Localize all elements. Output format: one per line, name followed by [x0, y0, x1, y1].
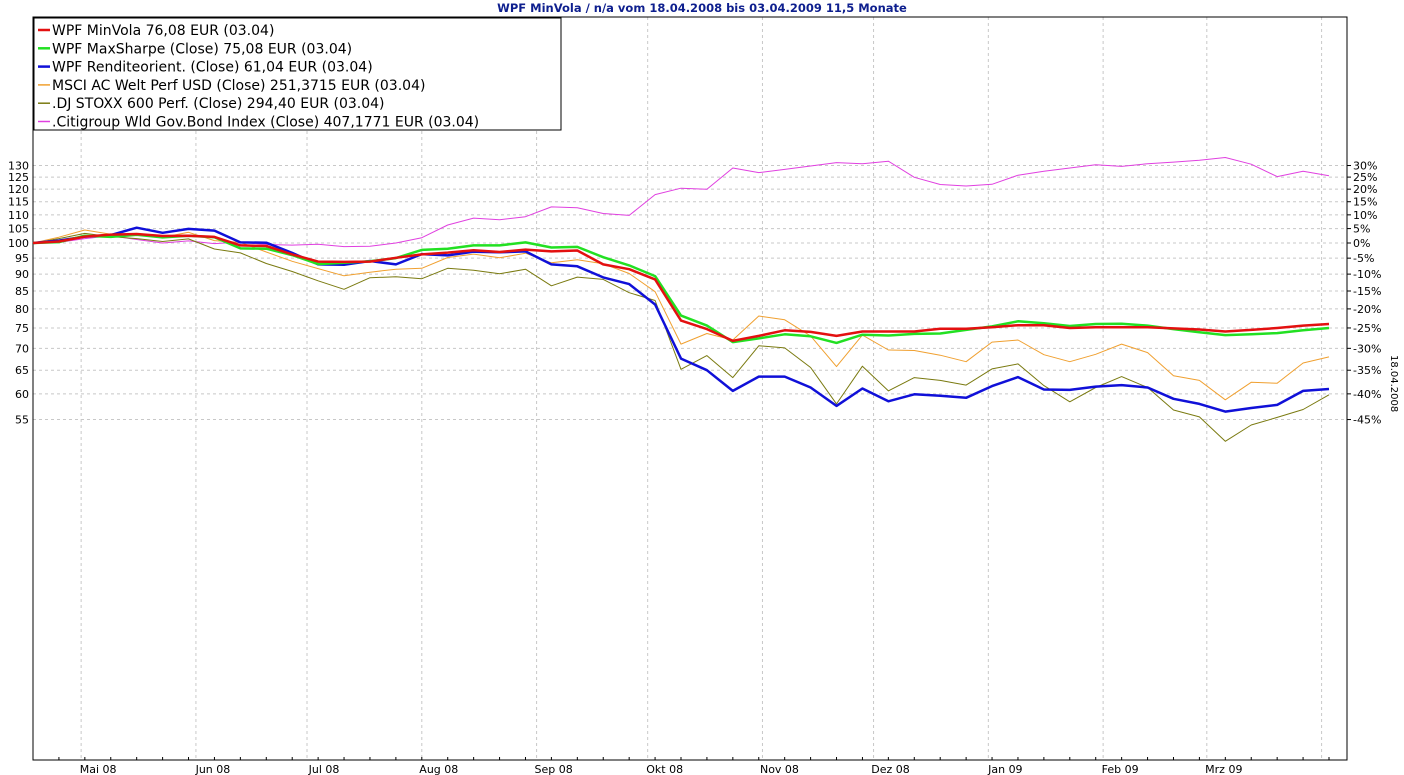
- series-layer: [32, 157, 1330, 442]
- y-tick-label-right: -45%: [1353, 414, 1381, 427]
- legend-entry: .DJ STOXX 600 Perf. (Close) 294,40 EUR (…: [52, 96, 385, 112]
- legend-entry: WPF Renditeorient. (Close) 61,04 EUR (03…: [52, 60, 373, 76]
- y-tick-label-right: -25%: [1353, 322, 1381, 335]
- y-tick-label-right: -35%: [1353, 364, 1381, 377]
- series-line-2: [32, 233, 1330, 345]
- x-tick-label: Aug 08: [419, 763, 458, 775]
- y-tick-label-left: 70: [15, 342, 29, 355]
- y-tick-label-right: -40%: [1353, 388, 1381, 401]
- series-line-5: [32, 232, 1330, 442]
- x-tick-label: Nov 08: [760, 763, 799, 775]
- y-tick-label-left: 55: [15, 414, 29, 427]
- x-tick-label: Sep 08: [534, 763, 572, 775]
- y-tick-label-right: -10%: [1353, 268, 1381, 281]
- y-tick-label-right: -15%: [1353, 285, 1381, 298]
- y-tick-label-left: 90: [15, 268, 29, 281]
- y-tick-label-left: 85: [15, 285, 29, 298]
- x-tick-label: Mai 08: [80, 763, 117, 775]
- y-tick-label-left: 100: [8, 237, 29, 250]
- y-tick-label-left: 75: [15, 322, 29, 335]
- y-tick-label-right: -5%: [1353, 252, 1374, 265]
- y-tick-label-left: 125: [8, 171, 29, 184]
- y-tick-label-left: 80: [15, 303, 29, 316]
- x-tick-label: Jan 09: [987, 763, 1022, 775]
- y-tick-label-left: 105: [8, 223, 29, 236]
- series-line-1: [32, 232, 1330, 343]
- y-tick-label-left: 60: [15, 388, 29, 401]
- y-tick-label-right: 30%: [1353, 160, 1377, 173]
- series-line-3: [32, 226, 1330, 413]
- x-tick-label: Mrz 09: [1205, 763, 1242, 775]
- y-tick-label-right: 0%: [1353, 237, 1370, 250]
- legend: WPF MinVola 76,08 EUR (03.04) WPF MaxShar…: [33, 17, 562, 131]
- legend-entry: .Citigroup Wld Gov.Bond Index (Close) 40…: [52, 115, 479, 131]
- right-axis-label: 18.04.2008: [1388, 355, 1399, 412]
- legend-box: [33, 17, 562, 131]
- legend-entry: WPF MaxSharpe (Close) 75,08 EUR (03.04): [52, 41, 352, 57]
- chart-title: WPF MinVola / n/a vom 18.04.2008 bis 03.…: [497, 1, 907, 15]
- y-tick-label-right: -20%: [1353, 303, 1381, 316]
- x-tick-label: Jul 08: [308, 763, 340, 775]
- y-tick-label-left: 130: [8, 160, 29, 173]
- y-tick-label-left: 110: [8, 209, 29, 222]
- y-tick-label-right: 10%: [1353, 209, 1377, 222]
- y-tick-label-right: 5%: [1353, 223, 1370, 236]
- x-tick-label: Okt 08: [646, 763, 683, 775]
- y-tick-label-right: -30%: [1353, 342, 1381, 355]
- x-tick-label: Jun 08: [195, 763, 231, 775]
- y-tick-label-right: 25%: [1353, 171, 1377, 184]
- y-tick-label-left: 65: [15, 364, 29, 377]
- y-tick-label-left: 95: [15, 252, 29, 265]
- y-tick-label-right: 15%: [1353, 196, 1377, 209]
- x-tick-label: Dez 08: [871, 763, 910, 775]
- y-tick-label-right: 20%: [1353, 183, 1377, 196]
- y-tick-label-left: 115: [8, 196, 29, 209]
- x-tick-label: Feb 09: [1102, 763, 1139, 775]
- legend-entry: WPF MinVola 76,08 EUR (03.04): [52, 23, 274, 39]
- legend-entry: MSCI AC Welt Perf USD (Close) 251,3715 E…: [52, 78, 425, 94]
- y-tick-label-left: 120: [8, 183, 29, 196]
- plot-border: [32, 16, 1348, 761]
